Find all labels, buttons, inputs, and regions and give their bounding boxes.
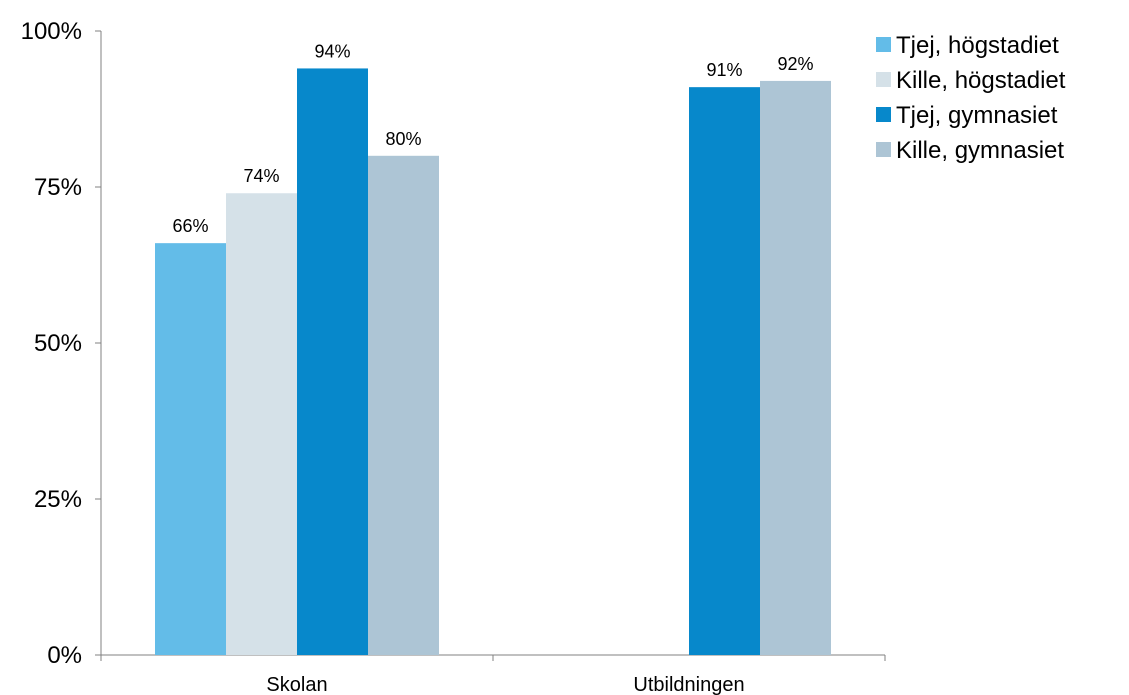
data-label: 66%: [172, 216, 208, 236]
legend-swatch: [876, 37, 891, 52]
y-tick-label: 0%: [47, 642, 82, 669]
data-label: 92%: [777, 54, 813, 74]
chart-legend: Tjej, högstadiet Kille, högstadiet Tjej, g…: [876, 32, 1066, 164]
chart-bars: 66% 74% 94% 80% 91% 92%: [155, 41, 831, 656]
bar: [760, 80, 831, 656]
x-category-label: Utbildningen: [633, 674, 744, 695]
x-category-label: Skolan: [266, 674, 327, 695]
bar: [226, 193, 297, 656]
legend-label: Tjej, gymnasiet: [896, 102, 1058, 129]
legend-swatch: [876, 142, 891, 157]
legend-label: Tjej, högstadiet: [896, 32, 1059, 59]
legend-swatch: [876, 72, 891, 87]
y-tick-label: 50%: [34, 330, 82, 357]
y-tick-label: 75%: [34, 174, 82, 201]
bar: [297, 68, 368, 655]
y-tick-label: 25%: [34, 486, 82, 513]
data-label: 80%: [385, 129, 421, 149]
chart-axes: 0% 25% 50% 75% 100% Skolan Utbildningen: [21, 18, 886, 695]
bar: [155, 243, 226, 655]
bar: [368, 155, 439, 656]
data-label: 94%: [314, 41, 350, 61]
legend-swatch: [876, 107, 891, 122]
data-label: 91%: [706, 60, 742, 80]
legend-label: Kille, gymnasiet: [896, 137, 1064, 164]
bar: [689, 87, 760, 655]
legend-label: Kille, högstadiet: [896, 67, 1066, 94]
y-tick-label: 100%: [21, 18, 82, 45]
data-label: 74%: [243, 166, 279, 186]
